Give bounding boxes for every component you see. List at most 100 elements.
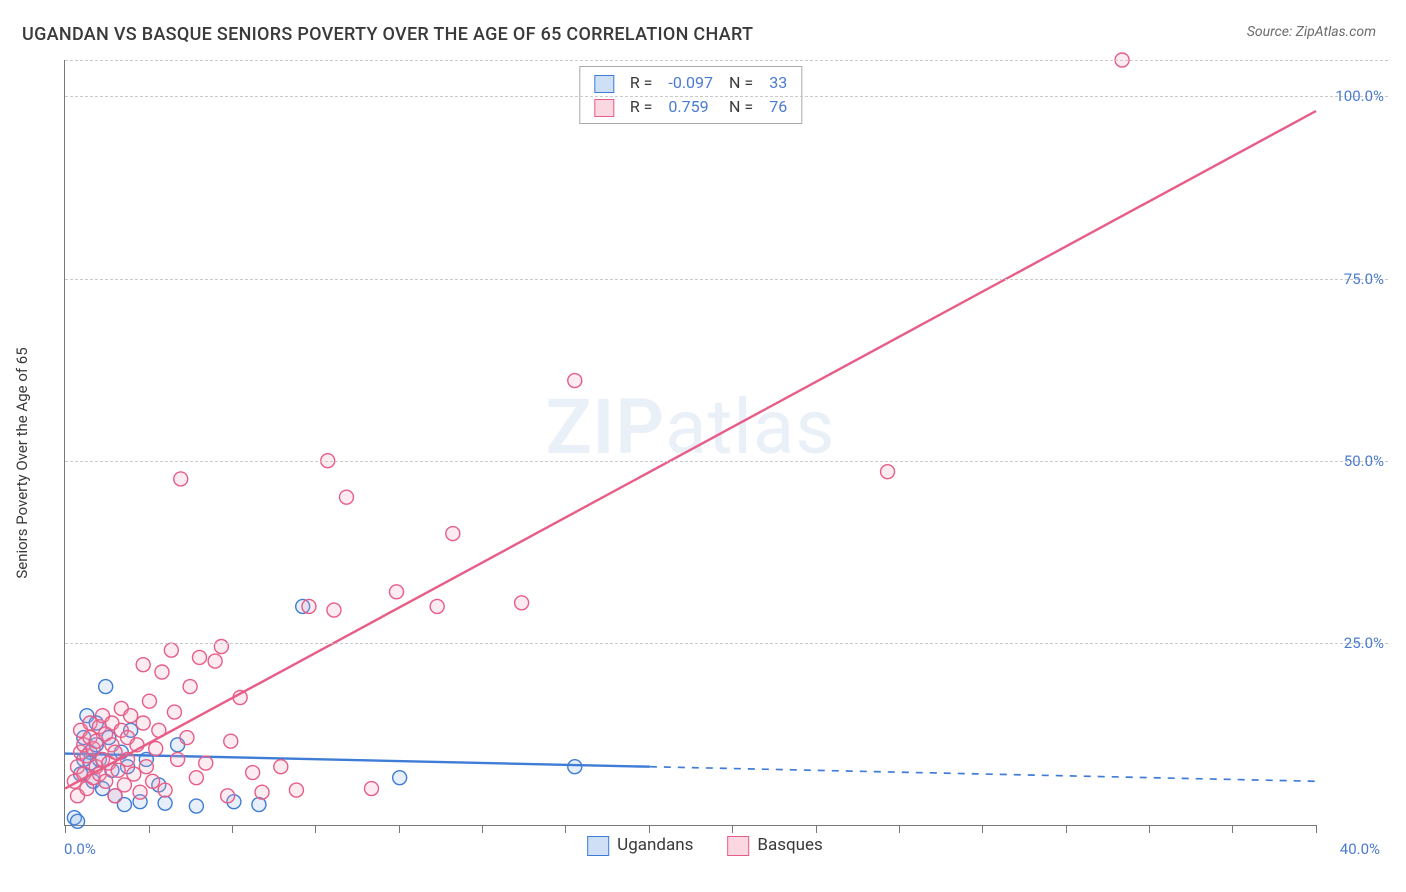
trend-line (65, 111, 1316, 789)
y-tick-label: 100.0% (1335, 87, 1384, 105)
stat-value: 33 (761, 71, 795, 95)
data-point (568, 374, 582, 388)
data-point (568, 760, 582, 774)
data-point (99, 774, 113, 788)
gridline (65, 643, 1388, 644)
y-tick-label: 50.0% (1344, 452, 1384, 470)
stat-label: R = (622, 95, 661, 119)
data-point (214, 640, 228, 654)
data-point (127, 767, 141, 781)
gridline (65, 279, 1388, 280)
data-point (221, 789, 235, 803)
legend-swatch-icon (727, 836, 749, 856)
data-point (174, 472, 188, 486)
chart-container: Seniors Poverty Over the Age of 65 ZIPat… (22, 54, 1388, 872)
data-point (99, 680, 113, 694)
x-tick (65, 825, 66, 833)
x-tick (816, 825, 817, 833)
data-point (155, 665, 169, 679)
data-point (171, 752, 185, 766)
x-tick (982, 825, 983, 833)
x-tick (232, 825, 233, 833)
stat-label: N = (721, 71, 761, 95)
y-tick-label: 75.0% (1344, 270, 1384, 288)
legend-item: Basques (727, 835, 822, 856)
data-point (139, 760, 153, 774)
data-point (881, 465, 895, 479)
x-tick (565, 825, 566, 833)
x-tick (1066, 825, 1067, 833)
data-point (430, 599, 444, 613)
plot-svg (65, 60, 1316, 825)
data-point (108, 745, 122, 759)
data-point (136, 658, 150, 672)
x-tick (649, 825, 650, 833)
x-tick (1316, 825, 1317, 833)
legend-swatch-icon (594, 75, 614, 93)
data-point (133, 785, 147, 799)
data-point (189, 771, 203, 785)
x-tick (899, 825, 900, 833)
data-point (208, 654, 222, 668)
data-point (146, 774, 160, 788)
data-point (224, 734, 238, 748)
x-tick (482, 825, 483, 833)
data-point (158, 796, 172, 810)
data-point (167, 705, 181, 719)
legend-item: Ugandans (587, 835, 693, 856)
chart-title: UGANDAN VS BASQUE SENIORS POVERTY OVER T… (22, 24, 753, 45)
data-point (393, 771, 407, 785)
legend-label: Ugandans (617, 835, 693, 855)
data-point (199, 756, 213, 770)
data-point (246, 766, 260, 780)
data-point (142, 694, 156, 708)
data-point (180, 731, 194, 745)
legend-swatch-icon (594, 99, 614, 117)
series-legend: Ugandans Basques (587, 835, 823, 856)
stats-row: R = -0.097 N = 33 (586, 71, 795, 95)
stat-label: R = (622, 71, 661, 95)
x-tick (1149, 825, 1150, 833)
data-point (183, 680, 197, 694)
data-point (189, 799, 203, 813)
data-point (364, 782, 378, 796)
data-point (327, 603, 341, 617)
data-point (274, 760, 288, 774)
plot-area: ZIPatlas R = -0.097 N = 33 R = 0.759 N =… (64, 60, 1316, 826)
data-point (255, 785, 269, 799)
data-point (164, 643, 178, 657)
data-point (339, 490, 353, 504)
gridline (65, 461, 1388, 462)
data-point (149, 742, 163, 756)
y-axis-label: Seniors Poverty Over the Age of 65 (13, 347, 31, 578)
stat-value: 0.759 (660, 95, 721, 119)
x-tick (315, 825, 316, 833)
data-point (158, 783, 172, 797)
legend-label: Basques (757, 835, 822, 855)
data-point (192, 650, 206, 664)
trend-line-extrapolated (650, 767, 1316, 782)
x-tick (732, 825, 733, 833)
data-point (390, 585, 404, 599)
source-attribution: Source: ZipAtlas.com (1247, 24, 1376, 40)
stat-value: -0.097 (660, 71, 721, 95)
data-point (136, 716, 150, 730)
data-point (124, 709, 138, 723)
x-axis-min-label: 0.0% (64, 840, 96, 858)
data-point (71, 814, 85, 828)
header: UGANDAN VS BASQUE SENIORS POVERTY OVER T… (0, 0, 1406, 45)
x-axis-max-label: 40.0% (1340, 840, 1380, 858)
stat-label: N = (721, 95, 761, 119)
y-tick-label: 25.0% (1344, 634, 1384, 652)
x-tick (399, 825, 400, 833)
x-tick (1232, 825, 1233, 833)
data-point (302, 599, 316, 613)
x-tick (149, 825, 150, 833)
gridline (65, 96, 1388, 97)
data-point (289, 783, 303, 797)
data-point (446, 527, 460, 541)
gridline (65, 60, 1388, 61)
stats-row: R = 0.759 N = 76 (586, 95, 795, 119)
stats-legend: R = -0.097 N = 33 R = 0.759 N = 76 (579, 66, 802, 124)
legend-swatch-icon (587, 836, 609, 856)
